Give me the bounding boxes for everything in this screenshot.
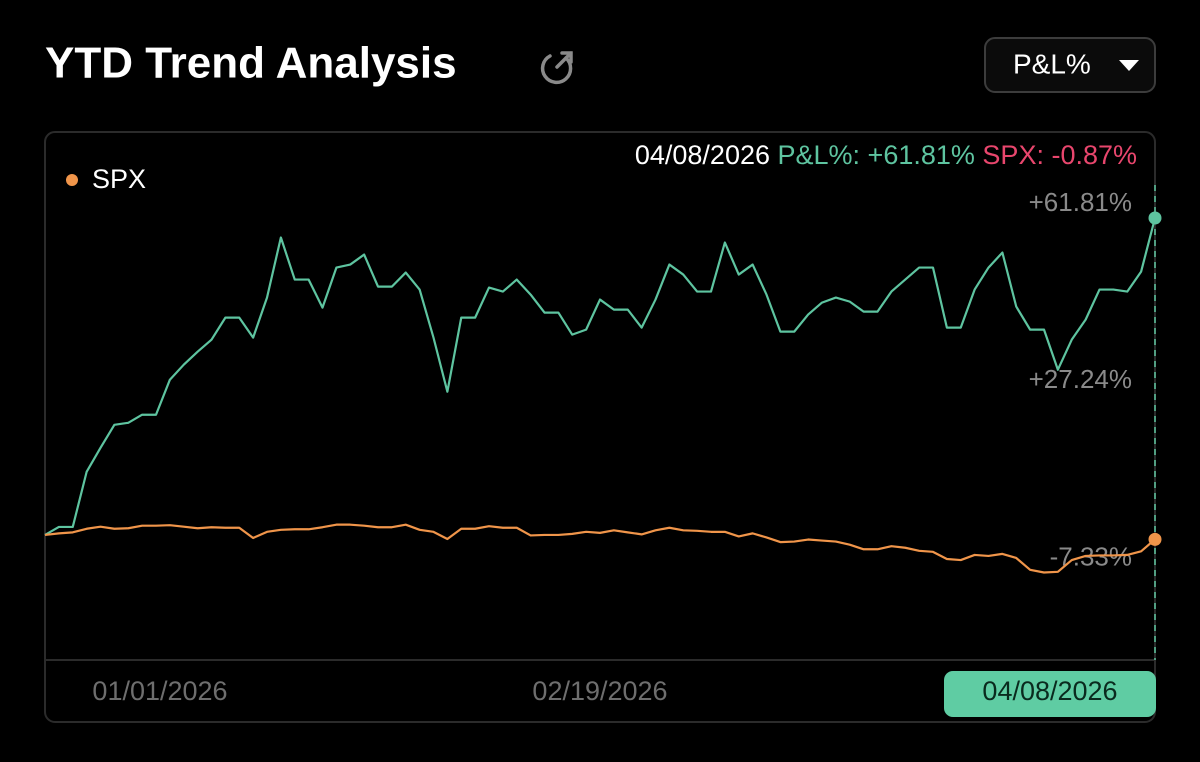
dropdown-box	[984, 37, 1156, 93]
legend-label: SPX	[92, 164, 146, 194]
dropdown-caret	[1119, 60, 1139, 71]
chart-title: YTD Trend Analysis	[45, 39, 457, 88]
tooltip: 04/08/2026 P&L%: +61.81% SPX: -0.87%	[635, 140, 1137, 170]
tooltip-secondary: SPX: -0.87%	[982, 140, 1137, 170]
tooltip-primary: P&L%: +61.81%	[778, 140, 975, 170]
x-label-badge	[944, 671, 1156, 717]
dropdown[interactable]: P&L%	[984, 37, 1156, 93]
legend-marker	[66, 174, 78, 186]
share-icon-arrow	[555, 51, 573, 69]
end-dot	[1148, 532, 1162, 546]
end-dot	[1148, 211, 1162, 225]
x-tick-label: 01/01/2026	[92, 676, 227, 706]
share-icon-arc	[540, 54, 573, 85]
tooltip-date: 04/08/2026	[635, 140, 770, 170]
series-line	[44, 217, 1157, 536]
y-tick-label: +61.81%	[1029, 187, 1132, 217]
y-tick-label: +27.24%	[1029, 364, 1132, 394]
chart-panel	[44, 131, 1156, 723]
share-icon[interactable]	[540, 51, 573, 85]
x-tick-label-active: 04/08/2026	[982, 676, 1117, 706]
series-line	[44, 523, 1156, 574]
dropdown-label: P&L%	[1013, 48, 1091, 79]
x-tick-label: 02/19/2026	[532, 676, 667, 706]
